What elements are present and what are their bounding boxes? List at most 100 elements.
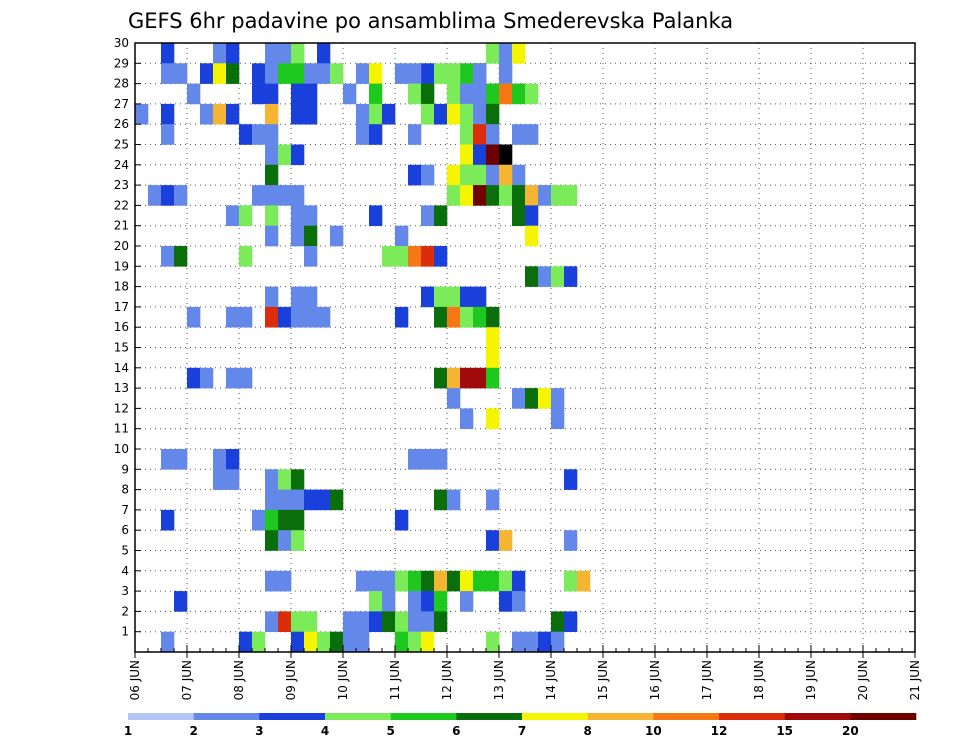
heatmap-cell [447,185,461,206]
heatmap-cell [317,306,331,328]
heatmap-cell [525,185,539,206]
heatmap-cell [447,367,461,389]
x-tick-label: 10 JUN [336,660,350,700]
heatmap-cell [226,306,240,328]
y-tick-label: 8 [121,483,129,497]
heatmap-cell [291,205,305,226]
heatmap-cell [291,83,305,105]
heatmap-cell [564,611,578,632]
heatmap-cell [499,63,513,84]
heatmap-cell [330,489,344,511]
heatmap-cell [486,185,500,206]
x-tick-label: 07 JUN [180,660,194,700]
heatmap-cell [512,631,526,653]
heatmap-cell [200,367,214,389]
heatmap-cell [538,631,552,653]
heatmap-cell [213,63,227,84]
y-tick-label: 2 [121,604,129,618]
heatmap-cell [343,611,357,632]
colorbar-segment [587,713,654,720]
colorbar-segment [784,713,851,720]
colorbar: 1 2 3 4 5 6 7 8 10 12 15 20 [124,713,917,738]
heatmap-cell [291,530,305,551]
y-tick-label: 1 [121,625,129,639]
heatmap-cell [486,347,500,369]
heatmap-cell [291,185,305,206]
heatmap-cell [434,286,448,308]
heatmap-cell [525,631,539,653]
heatmap-cell [525,205,539,226]
heatmap-cell [187,367,201,389]
heatmap-cell [252,124,266,145]
heatmap-cell [330,225,344,247]
colorbar-segment [850,713,917,720]
y-tick-label: 7 [121,503,129,517]
heatmap-cell [499,83,513,105]
heatmap-cell [174,591,188,612]
y-tick-label: 30 [114,36,129,50]
chart-title: GEFS 6hr padavine po ansamblima Smederev… [128,9,733,33]
heatmap-cell [291,509,305,531]
heatmap-cell [278,43,292,64]
heatmap-cell [434,570,448,592]
heatmap-cell [408,63,422,84]
heatmap-cell [525,225,539,247]
heatmap-cell [395,246,409,267]
heatmap-cell [278,144,292,166]
heatmap-cell [460,185,474,206]
heatmap-cell [447,103,461,125]
heatmap-cell [512,164,526,186]
heatmap-cell [408,591,422,612]
heatmap-cell [447,63,461,84]
heatmap-cell [460,286,474,308]
heatmap-cell [408,83,422,105]
heatmap-cell [499,570,513,592]
heatmap-cell [304,83,318,105]
heatmap-cell [473,570,487,592]
y-tick-label: 27 [114,97,129,111]
heatmap-cell [278,469,292,490]
heatmap-cell [304,286,318,308]
heatmap-cell [421,570,435,592]
heatmap-cell [486,367,500,389]
y-tick-label: 4 [121,564,129,578]
heatmap-cell [551,611,565,632]
colorbar-label: 4 [321,724,329,738]
heatmap-cell [473,144,487,166]
heatmap-cell [434,489,448,511]
heatmap-cell [382,570,396,592]
heatmap-cell [460,164,474,186]
heatmap-cell [265,144,279,166]
heatmap-cell [525,83,539,105]
heatmap-cell [447,306,461,328]
heatmap-cell [460,144,474,166]
heatmap-cell [421,164,435,186]
heatmap-cell [486,83,500,105]
heatmap-cell [291,631,305,653]
heatmap-cell [408,449,422,470]
heatmap-cell [265,225,279,247]
colorbar-segment [522,713,588,720]
heatmap-cell [278,530,292,551]
heatmap-cell [369,124,383,145]
heatmap-cell [226,205,240,226]
heatmap-cell [395,611,409,632]
y-tick-label: 6 [121,523,129,537]
colorbar-label: 1 [124,724,132,738]
heatmap-cell [460,83,474,105]
x-tick-label: 16 JUN [648,660,662,700]
heatmap-cell [291,469,305,490]
heatmap-cell [473,63,487,84]
heatmap-cell [499,43,513,64]
heatmap-cell [460,591,474,612]
heatmap-cell [291,306,305,328]
heatmap-cell [356,63,370,84]
heatmap-cell [343,631,357,653]
y-tick-label: 10 [114,442,129,456]
heatmap-cell [551,408,565,429]
heatmap-cell [304,631,318,653]
y-tick-label: 5 [121,544,129,558]
heatmap-cell [304,246,318,267]
heatmap-cell [187,306,201,328]
colorbar-segment [456,713,523,720]
